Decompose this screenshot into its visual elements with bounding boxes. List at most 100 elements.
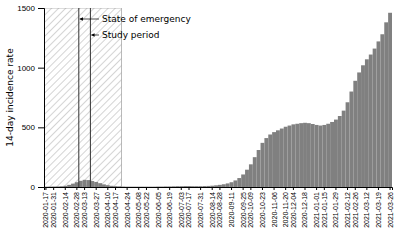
y-tick-label: 500 — [22, 123, 36, 132]
y-axis-title: 14-day incidence rate — [5, 48, 15, 147]
x-tick-mark — [200, 187, 201, 190]
x-tick: 2020-05-08 — [135, 187, 142, 228]
bar — [384, 22, 388, 187]
bar — [261, 143, 265, 187]
x-tick-label: 2020-06-19 — [166, 192, 173, 228]
bar — [245, 170, 249, 187]
annotation-arrow — [80, 19, 99, 20]
x-tick-label: 2020-01-31 — [50, 192, 57, 228]
annotation: State of emergency — [102, 14, 192, 24]
bar — [114, 186, 118, 187]
x-tick: 2020-09-11 — [228, 187, 235, 227]
x-tick: 2020-04-17 — [112, 187, 119, 228]
bar — [175, 186, 179, 187]
x-tick-mark — [127, 187, 128, 190]
x-tick-mark — [107, 187, 108, 190]
bar — [233, 180, 237, 187]
x-tick-mark — [285, 187, 286, 190]
x-tick-label: 2020-08-14 — [209, 192, 216, 228]
bar — [63, 186, 67, 187]
bar — [191, 186, 195, 187]
x-tick-label: 2020-06-05 — [155, 192, 162, 228]
bar — [295, 124, 299, 187]
x-tick: 2020-11-20 — [282, 187, 289, 227]
x-tick-label: 2020-10-09 — [247, 192, 254, 228]
bar — [195, 186, 199, 187]
bar — [276, 130, 280, 187]
x-tick-label: 2020-11-20 — [282, 192, 289, 227]
bar — [48, 186, 52, 187]
bar — [303, 123, 307, 187]
bar — [59, 186, 63, 187]
x-tick-mark — [146, 187, 147, 190]
bar — [79, 181, 83, 187]
chart: 0500100015002020-01-172020-01-312020-02-… — [0, 0, 400, 239]
bar — [156, 186, 160, 187]
x-tick: 2020-12-18 — [301, 187, 308, 228]
x-tick: 2021-02-26 — [352, 187, 359, 228]
bar — [253, 157, 257, 187]
bar — [264, 138, 268, 187]
bar — [199, 186, 203, 187]
x-tick-label: 2020-02-14 — [62, 192, 69, 228]
x-tick-mark — [378, 187, 379, 190]
x-tick: 2021-01-29 — [332, 187, 339, 228]
x-tick-label: 2020-05-08 — [135, 192, 142, 228]
y-tick: 1500 — [17, 4, 44, 13]
x-tick: 2021-03-26 — [387, 187, 394, 228]
bar — [164, 186, 168, 187]
bar — [141, 186, 145, 187]
bar — [322, 125, 326, 187]
x-tick-label: 2020-07-03 — [178, 192, 185, 228]
bar — [288, 126, 292, 187]
x-tick-label: 2020-11-06 — [271, 192, 278, 227]
annotation-line — [78, 8, 79, 187]
bar — [110, 186, 114, 187]
bar — [361, 65, 365, 187]
x-tick-label: 2020-01-17 — [42, 192, 49, 228]
bar — [52, 186, 56, 187]
x-tick-label: 2020-03-27 — [93, 192, 100, 228]
x-tick-label: 2021-02-26 — [352, 192, 359, 228]
x-tick-mark — [76, 187, 77, 190]
x-tick-mark — [158, 187, 159, 190]
bar — [67, 185, 71, 187]
y-axis-line — [38, 9, 45, 188]
bar — [125, 186, 129, 187]
y-tick-mark — [38, 187, 44, 188]
bar — [152, 186, 156, 187]
bar — [291, 124, 295, 187]
x-tick: 2021-03-19 — [375, 187, 382, 228]
bar — [268, 134, 272, 187]
x-tick-label: 2021-03-26 — [387, 192, 394, 228]
bar — [365, 59, 369, 187]
bar — [299, 123, 303, 187]
x-tick-mark — [169, 187, 170, 190]
bar — [353, 81, 357, 187]
bar — [172, 186, 176, 187]
x-tick-mark — [96, 187, 97, 190]
bar — [241, 174, 245, 187]
annotation: Study period — [102, 30, 160, 40]
bar — [357, 72, 361, 187]
x-tick-mark — [262, 187, 263, 190]
bar — [106, 185, 110, 187]
bar — [214, 185, 218, 187]
bar — [230, 182, 234, 187]
x-tick-label: 2020-03-13 — [81, 192, 88, 228]
x-tick-mark — [250, 187, 251, 190]
x-tick-label: 2020-12-18 — [301, 192, 308, 228]
x-tick: 2020-09-25 — [240, 187, 247, 228]
bar — [183, 186, 187, 187]
x-tick: 2020-08-14 — [209, 187, 216, 228]
x-tick: 2020-02-14 — [62, 187, 69, 228]
bar — [334, 120, 338, 187]
marks — [44, 8, 392, 187]
bar — [272, 132, 276, 187]
x-tick-mark — [335, 187, 336, 190]
x-tick: 2020-06-05 — [155, 187, 162, 228]
x-tick: 2020-04-10 — [104, 187, 111, 228]
bar — [160, 186, 164, 187]
x-tick: 2020-11-06 — [271, 187, 278, 227]
x-tick: 2020-03-27 — [93, 187, 100, 228]
